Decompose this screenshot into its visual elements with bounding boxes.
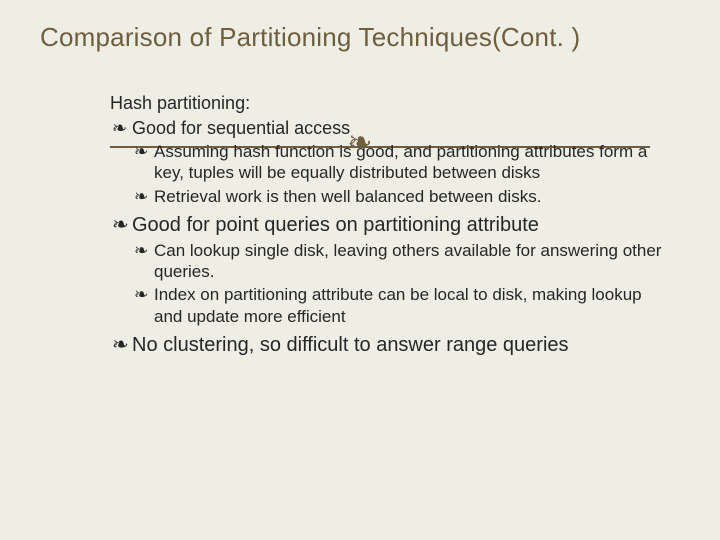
bullet-icon: ❧ [134,141,154,162]
body-text: Retrieval work is then well balanced bet… [154,186,668,207]
bullet-icon: ❧ [112,117,132,140]
body-line: ❧Good for point queries on partitioning … [110,213,670,238]
body-text: No clustering, so difficult to answer ra… [132,333,668,358]
body-text: Can lookup single disk, leaving others a… [154,240,668,283]
body-text: Good for sequential access [132,117,668,140]
bullet-icon: ❧ [112,213,132,238]
bullet-icon: ❧ [134,240,154,261]
slide-body: Hash partitioning: ❧ Good for sequential… [110,92,670,360]
body-text: Good for point queries on partitioning a… [132,213,668,238]
body-line: ❧Can lookup single disk, leaving others … [110,240,670,283]
bullet-icon: ❧ [134,186,154,207]
body-text: Hash partitioning: [110,92,648,115]
body-text: Assuming hash function is good, and part… [154,141,668,184]
bullet-icon: ❧ [112,333,132,358]
body-text: Index on partitioning attribute can be l… [154,284,668,327]
slide: Comparison of Partitioning Techniques(Co… [0,0,720,540]
body-line: Hash partitioning: [110,92,670,115]
body-line: ❧No clustering, so difficult to answer r… [110,333,670,358]
slide-title: Comparison of Partitioning Techniques(Co… [40,22,690,53]
body-line: ❧Index on partitioning attribute can be … [110,284,670,327]
body-line: ❧Assuming hash function is good, and par… [110,141,670,184]
bullet-icon: ❧ [134,284,154,305]
body-line: ❧Retrieval work is then well balanced be… [110,186,670,207]
body-line: ❧ Good for sequential access [110,117,670,140]
